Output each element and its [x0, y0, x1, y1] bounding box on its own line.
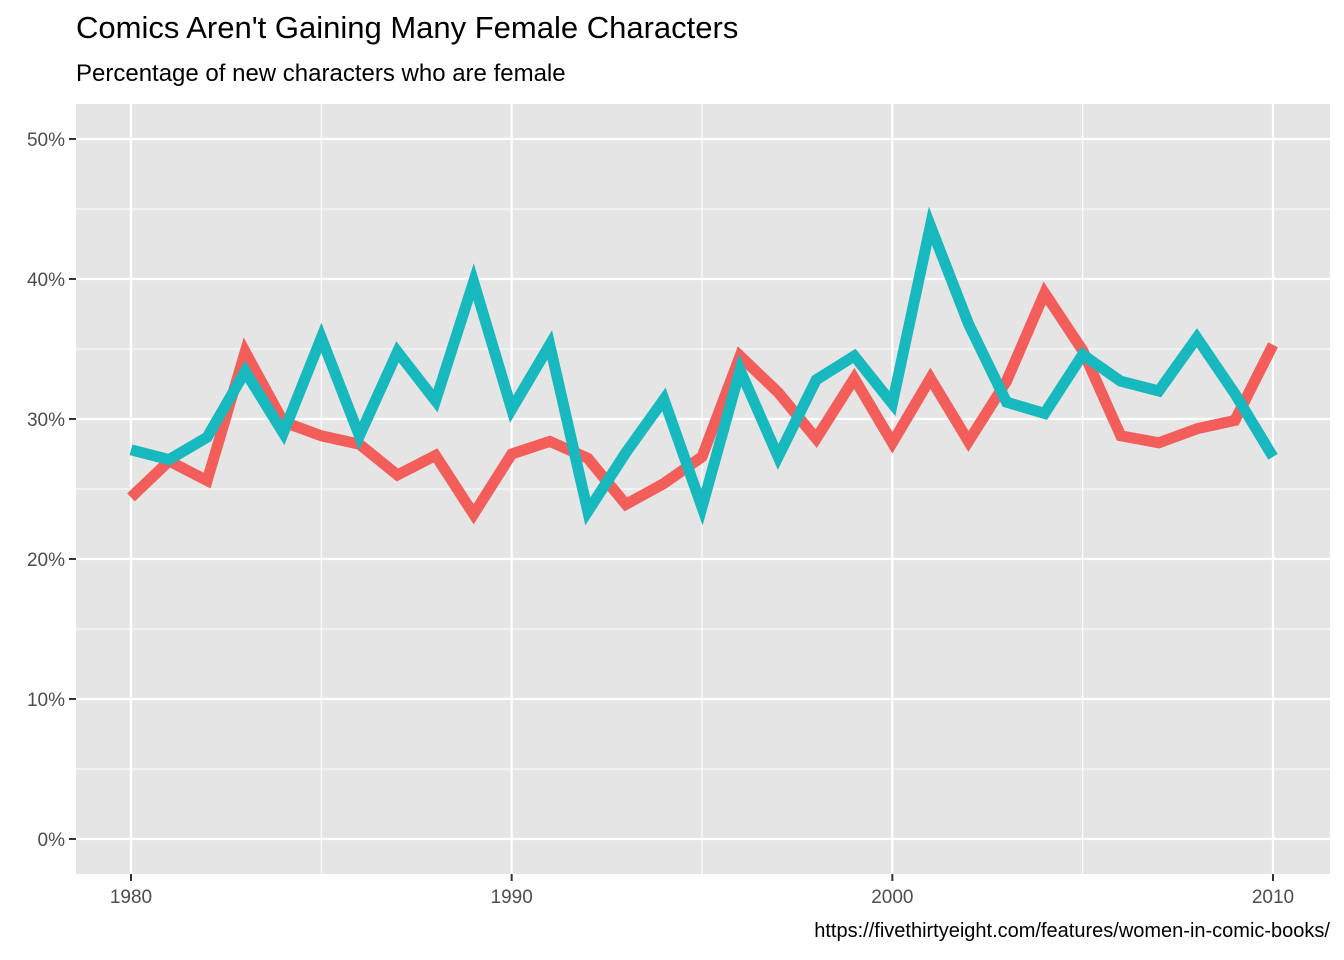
y-tick-label: 50%: [27, 130, 65, 151]
y-tick-label: 10%: [27, 690, 65, 711]
x-tick-label: 2000: [871, 887, 913, 908]
chart-subtitle: Percentage of new characters who are fem…: [76, 60, 566, 87]
y-tick-label: 20%: [27, 550, 65, 571]
chart-title: Comics Aren't Gaining Many Female Charac…: [76, 10, 739, 45]
y-tick-label: 40%: [27, 270, 65, 291]
y-tick-label: 0%: [38, 830, 66, 851]
x-tick-label: 2010: [1252, 887, 1294, 908]
y-tick-label: 30%: [27, 410, 65, 431]
series-line-2: [129, 206, 1278, 526]
x-tick-label: 1990: [491, 887, 533, 908]
x-tick-label: 1980: [110, 887, 152, 908]
source-caption: https://fivethirtyeight.com/features/wom…: [814, 920, 1330, 942]
